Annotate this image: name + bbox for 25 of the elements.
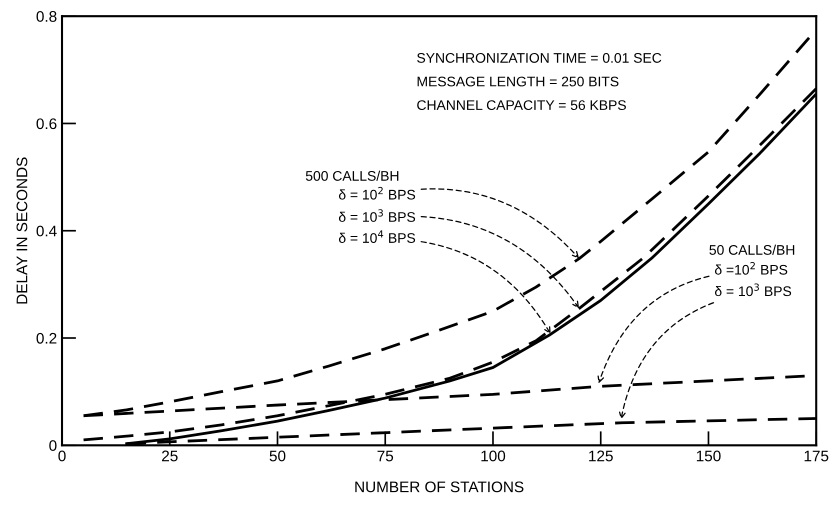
y-tick-label: 0 xyxy=(49,440,57,451)
annotation: 500 CALLS/BH xyxy=(306,170,398,181)
annotation: CHANNEL CAPACITY = 56 KBPS xyxy=(417,100,626,110)
x-tick-label: 0 xyxy=(58,450,66,462)
annotation: δ = 10$^{3}$ BPS xyxy=(714,283,792,296)
annotation: δ =10$^{2}$ BPS xyxy=(714,262,788,275)
x-tick-label: 150 xyxy=(696,450,721,462)
annotation: δ = 10$^{4}$ BPS xyxy=(338,230,416,243)
x-tick-label: 100 xyxy=(481,450,506,462)
x-tick-label: 50 xyxy=(270,450,286,462)
x-tick-label: 125 xyxy=(589,450,613,462)
x-tick-label: 75 xyxy=(378,450,394,462)
y-axis-title: DELAY IN SECONDS xyxy=(16,157,28,304)
y-tick-label: 0.4 xyxy=(36,226,57,236)
x-tick-label: 175 xyxy=(804,450,828,462)
annotation: δ = 10$^{2}$ BPS xyxy=(338,186,416,200)
annotation: 50 CALLS/BH xyxy=(709,244,794,255)
x-tick-label: 25 xyxy=(162,450,178,462)
annotation: SYNCHRONIZATION TIME = 0.01 SEC xyxy=(417,52,662,63)
annotation: MESSAGE LENGTH = 250 BITS xyxy=(418,76,618,86)
y-tick-label: 0.6 xyxy=(36,118,56,130)
annotation: δ = 10$^{3}$ BPS xyxy=(338,209,416,222)
y-tick-label: 0.2 xyxy=(36,332,56,344)
x-axis-title: NUMBER OF STATIONS xyxy=(355,481,524,492)
y-tick-label: 0.8 xyxy=(36,11,56,22)
